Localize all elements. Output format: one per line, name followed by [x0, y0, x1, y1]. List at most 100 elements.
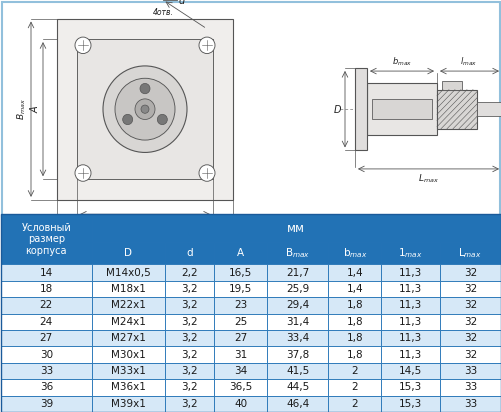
Text: 44,5: 44,5 [286, 382, 309, 392]
Text: 11,3: 11,3 [398, 284, 421, 294]
Text: 14: 14 [40, 268, 53, 278]
Text: 3,2: 3,2 [181, 317, 197, 327]
Bar [354, 68, 366, 150]
Bar [164, 281, 214, 297]
Bar [328, 396, 380, 412]
Bar [328, 242, 380, 265]
Text: 1,4: 1,4 [346, 268, 362, 278]
Bar [380, 396, 439, 412]
Bar [164, 363, 214, 379]
Text: $B_{max}$: $B_{max}$ [16, 98, 28, 120]
Text: 3,2: 3,2 [181, 284, 197, 294]
Bar [92, 379, 164, 396]
Bar [164, 346, 214, 363]
Text: $D$: $D$ [332, 103, 341, 115]
Text: 3,2: 3,2 [181, 333, 197, 343]
Text: 1,8: 1,8 [346, 317, 362, 327]
Bar [380, 314, 439, 330]
Text: 32: 32 [463, 317, 476, 327]
Circle shape [103, 66, 187, 152]
Text: 23: 23 [233, 300, 247, 310]
Bar [380, 363, 439, 379]
Text: 2: 2 [351, 399, 357, 409]
Text: 31: 31 [233, 350, 247, 360]
Bar [214, 363, 267, 379]
Text: 15,3: 15,3 [398, 399, 421, 409]
Text: 40: 40 [234, 399, 247, 409]
Circle shape [198, 37, 214, 54]
Text: L$_{max}$: L$_{max}$ [457, 246, 481, 260]
Text: d: d [186, 248, 192, 258]
Text: 32: 32 [463, 300, 476, 310]
Text: $A$: $A$ [140, 218, 149, 229]
Bar [214, 346, 267, 363]
Bar [328, 363, 380, 379]
Bar [77, 39, 212, 179]
Bar [164, 242, 214, 265]
Text: 11,3: 11,3 [398, 300, 421, 310]
Bar [57, 19, 232, 200]
Bar [214, 281, 267, 297]
Bar [267, 396, 328, 412]
Text: 3,2: 3,2 [181, 382, 197, 392]
Text: 37,8: 37,8 [286, 350, 309, 360]
Bar [439, 242, 500, 265]
Bar [441, 82, 461, 90]
Bar [1, 346, 92, 363]
Text: 32: 32 [463, 333, 476, 343]
Bar [328, 314, 380, 330]
Bar [214, 265, 267, 281]
Bar [164, 379, 214, 396]
Text: 34: 34 [233, 366, 247, 376]
Text: 27: 27 [40, 333, 53, 343]
Bar [92, 242, 164, 265]
Bar [371, 99, 431, 119]
Text: 11,3: 11,3 [398, 268, 421, 278]
Bar [380, 281, 439, 297]
Text: 18: 18 [40, 284, 53, 294]
Text: 3,2: 3,2 [181, 300, 197, 310]
Text: 33: 33 [463, 382, 476, 392]
Bar [380, 265, 439, 281]
Bar [439, 346, 500, 363]
Bar [328, 379, 380, 396]
Bar [164, 314, 214, 330]
Bar [92, 314, 164, 330]
Text: 27: 27 [233, 333, 247, 343]
Text: 41,5: 41,5 [286, 366, 309, 376]
Text: М36х1: М36х1 [111, 382, 145, 392]
Bar [267, 314, 328, 330]
Bar [328, 265, 380, 281]
Circle shape [115, 78, 175, 140]
Circle shape [141, 105, 149, 113]
Bar [1, 265, 92, 281]
Bar [92, 281, 164, 297]
Bar [380, 242, 439, 265]
Bar [1, 314, 92, 330]
Text: 32: 32 [463, 350, 476, 360]
Text: 19,5: 19,5 [228, 284, 252, 294]
Text: 15,3: 15,3 [398, 382, 421, 392]
Bar [328, 297, 380, 314]
Bar [164, 265, 214, 281]
Bar [92, 363, 164, 379]
Circle shape [198, 165, 214, 181]
Bar [267, 330, 328, 346]
Circle shape [122, 115, 132, 125]
Text: B$_{max}$: B$_{max}$ [285, 246, 310, 260]
Text: $L_{max}$: $L_{max}$ [417, 172, 437, 185]
Text: 46,4: 46,4 [286, 399, 309, 409]
Bar [164, 330, 214, 346]
Text: A: A [237, 248, 244, 258]
Bar [439, 265, 500, 281]
Text: 11,3: 11,3 [398, 350, 421, 360]
Bar [328, 330, 380, 346]
Circle shape [140, 84, 150, 94]
Text: Условный
размер
корпуса: Условный размер корпуса [22, 223, 71, 256]
Bar [328, 281, 380, 297]
Bar [1, 330, 92, 346]
Text: 2: 2 [351, 366, 357, 376]
Text: 1,8: 1,8 [346, 300, 362, 310]
Bar [267, 242, 328, 265]
Text: М14х0,5: М14х0,5 [106, 268, 150, 278]
